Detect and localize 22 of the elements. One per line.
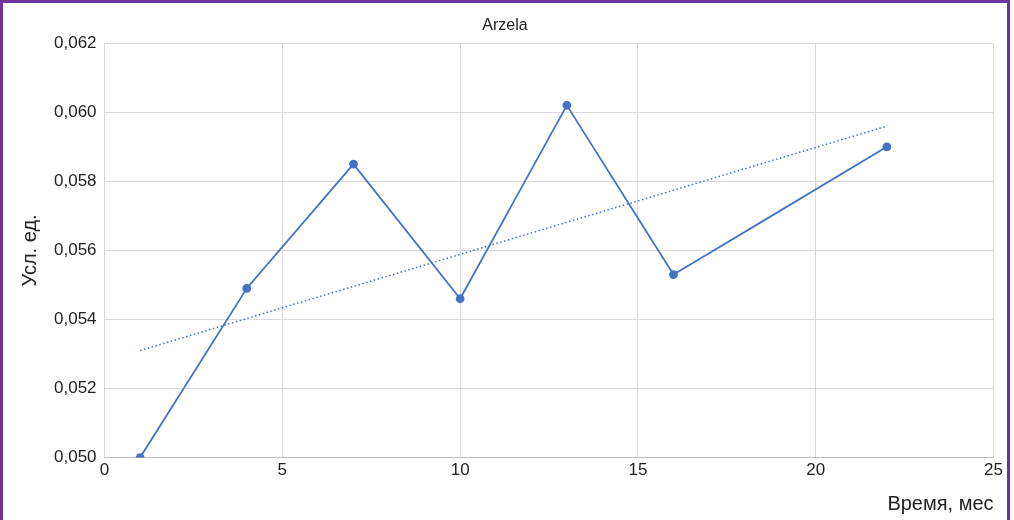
point [455, 294, 465, 304]
y-tick-label: 0,050 [53, 447, 97, 467]
y-tick-label: 0,054 [53, 309, 97, 329]
y-tick-label: 0,058 [53, 171, 97, 191]
x-tick-label: 10 [450, 460, 470, 480]
x-tick-label: 15 [628, 460, 648, 480]
y-tick-label: 0,056 [53, 240, 97, 260]
x-tick-label: 5 [277, 460, 288, 480]
x-tick-label: 20 [806, 460, 826, 480]
x-tick-label: 0 [99, 460, 110, 480]
point [669, 270, 678, 279]
chart-title: Arzela [482, 16, 528, 34]
point [349, 159, 358, 169]
x-tick-label: 25 [984, 460, 1004, 480]
point [882, 142, 892, 152]
point [562, 100, 572, 110]
y-tick-label: 0,052 [53, 378, 97, 398]
y-axis-title: Усл. ед. [17, 214, 40, 287]
y-tick-label: 0,062 [53, 32, 97, 52]
y-tick-label: 0,060 [53, 101, 97, 121]
x-axis-title: Время, мес [887, 491, 994, 514]
point [242, 283, 252, 293]
